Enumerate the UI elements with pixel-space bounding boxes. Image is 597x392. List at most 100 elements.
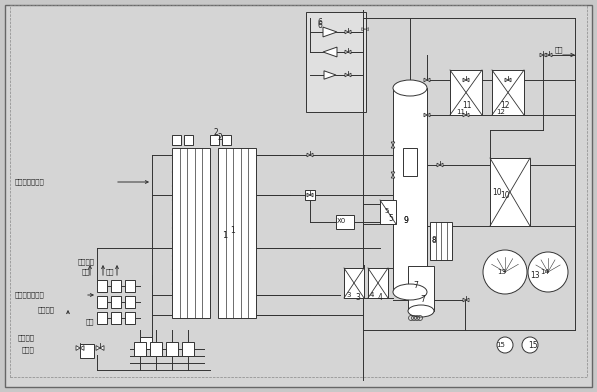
Polygon shape (307, 193, 310, 197)
Text: 15: 15 (496, 342, 505, 348)
Text: 纯氮出口: 纯氮出口 (78, 259, 95, 265)
Bar (221, 135, 230, 145)
Text: 5: 5 (388, 214, 393, 223)
Text: 7: 7 (420, 296, 425, 305)
Text: 空气去仪控系统: 空气去仪控系统 (15, 179, 45, 185)
Circle shape (528, 252, 568, 292)
Polygon shape (348, 50, 351, 54)
Bar (210, 135, 219, 145)
Text: 污氮放空: 污氮放空 (38, 307, 55, 313)
Polygon shape (324, 71, 336, 79)
Text: 2: 2 (214, 127, 219, 136)
Polygon shape (424, 78, 427, 82)
Bar (306, 12, 366, 112)
Bar (80, 344, 94, 358)
Bar (97, 280, 107, 292)
Bar (490, 158, 530, 226)
Text: 放空: 放空 (106, 269, 115, 275)
Circle shape (522, 337, 538, 353)
Circle shape (497, 337, 513, 353)
Text: 1: 1 (230, 225, 235, 234)
Text: 9: 9 (403, 216, 408, 225)
Text: 1: 1 (222, 230, 227, 240)
Text: 液氧: 液氧 (555, 47, 564, 53)
Text: 10: 10 (492, 187, 501, 196)
Polygon shape (345, 50, 348, 54)
Polygon shape (466, 113, 469, 117)
Polygon shape (96, 346, 100, 350)
Text: 放空: 放空 (82, 269, 91, 275)
Bar (183, 135, 192, 145)
Text: 8: 8 (432, 237, 436, 243)
Text: 3: 3 (355, 294, 360, 303)
Text: 6: 6 (318, 20, 323, 29)
Text: 10: 10 (500, 191, 510, 200)
Bar (336, 215, 354, 229)
Polygon shape (345, 73, 348, 77)
Polygon shape (323, 27, 337, 37)
Bar (134, 342, 146, 356)
Polygon shape (345, 30, 348, 34)
Polygon shape (546, 53, 549, 57)
Text: 4: 4 (378, 294, 383, 303)
Bar (140, 337, 152, 349)
Ellipse shape (393, 80, 427, 96)
Bar (380, 200, 396, 224)
Polygon shape (437, 163, 440, 167)
Circle shape (483, 250, 527, 294)
Bar (125, 296, 135, 308)
Polygon shape (391, 175, 395, 178)
Bar (182, 342, 194, 356)
Bar (111, 312, 121, 324)
Text: 11: 11 (456, 109, 465, 115)
Bar (111, 296, 121, 308)
Text: 冷却塔: 冷却塔 (22, 347, 35, 353)
Bar (430, 222, 452, 260)
Text: 空气: 空气 (86, 319, 94, 325)
Text: ⊳⊲: ⊳⊲ (360, 27, 370, 33)
Polygon shape (466, 298, 469, 302)
Bar (393, 88, 427, 292)
Bar (492, 70, 524, 115)
Text: 13: 13 (530, 270, 540, 279)
Bar (97, 312, 107, 324)
Text: 6: 6 (318, 18, 323, 27)
Polygon shape (549, 53, 552, 57)
Bar (408, 266, 434, 311)
Polygon shape (505, 78, 508, 82)
Bar (172, 148, 210, 318)
Bar (125, 280, 135, 292)
Bar (111, 280, 121, 292)
Bar (166, 342, 178, 356)
Ellipse shape (393, 284, 427, 300)
Bar (344, 268, 364, 298)
Polygon shape (323, 47, 337, 57)
Polygon shape (463, 298, 466, 302)
Text: 14: 14 (540, 269, 549, 275)
Polygon shape (508, 78, 511, 82)
Bar (450, 70, 482, 115)
Polygon shape (310, 153, 313, 157)
Bar (97, 296, 107, 308)
Text: 2: 2 (218, 132, 223, 142)
Polygon shape (463, 113, 466, 117)
Polygon shape (391, 142, 395, 145)
Polygon shape (424, 113, 427, 117)
Polygon shape (427, 78, 430, 82)
Bar (171, 135, 180, 145)
Bar (218, 148, 256, 318)
Bar (125, 312, 135, 324)
Bar (150, 342, 162, 356)
Polygon shape (76, 346, 80, 350)
Text: 9: 9 (403, 216, 408, 225)
Text: 污氮去水: 污氮去水 (18, 335, 35, 341)
Text: 5: 5 (384, 208, 389, 214)
Text: 4: 4 (370, 292, 374, 298)
Bar (403, 148, 417, 176)
Text: 15: 15 (528, 341, 538, 350)
Polygon shape (80, 346, 84, 350)
Polygon shape (543, 53, 546, 57)
Polygon shape (427, 113, 430, 117)
Text: 12: 12 (496, 109, 505, 115)
Polygon shape (391, 145, 395, 148)
